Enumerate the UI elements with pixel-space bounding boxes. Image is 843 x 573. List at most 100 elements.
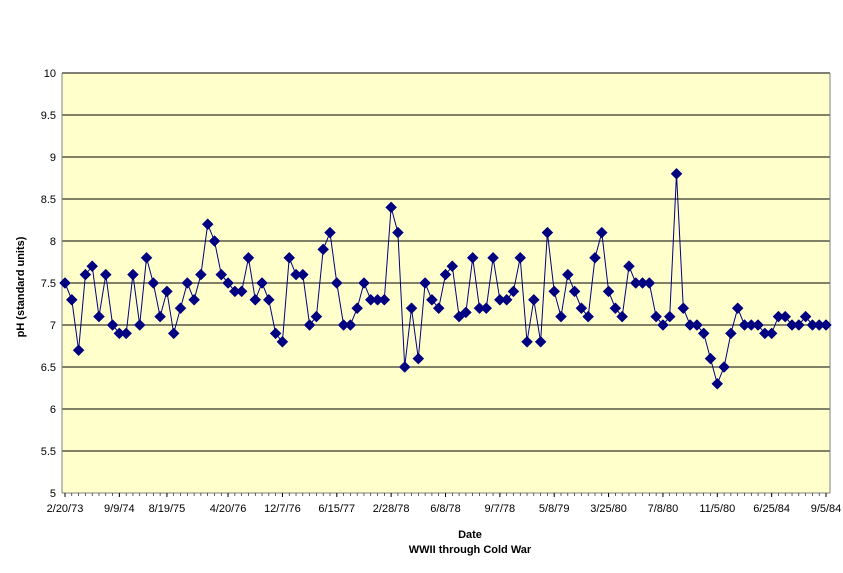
data-point-marker [86,260,99,273]
data-point-marker [79,268,92,281]
data-point-marker [779,310,792,323]
data-point-marker [262,293,275,306]
data-point-marker [256,277,268,289]
data-point-marker [167,327,180,340]
x-tick-label: 2/28/78 [373,503,410,515]
data-point-marker [181,277,194,289]
data-point-marker [324,226,336,239]
data-point-marker [310,310,323,323]
data-point-marker [752,319,764,331]
data-point-marker [106,319,119,331]
y-tick-label: 8 [50,236,56,248]
data-point-marker [480,302,493,315]
x-tick-label: 4/20/76 [210,503,247,515]
y-tick-label: 8.5 [41,194,56,206]
data-point-marker [731,302,744,315]
data-point-marker [303,319,316,331]
data-point-marker [534,335,547,348]
data-point-marker [59,277,71,289]
data-point-marker [222,277,234,289]
data-point-marker [120,327,133,340]
data-point-marker [650,310,662,323]
y-tick-label: 6.5 [41,362,56,374]
data-point-marker [643,277,656,289]
data-point-marker [602,285,615,298]
data-point-marker [385,201,397,214]
data-point-marker [765,327,778,340]
data-point-marker [623,260,635,273]
data-point-marker [575,302,588,315]
data-point-marker [663,310,676,323]
data-point-marker [432,302,445,315]
x-axis-tick-labels: 2/20/73 9/9/74 8/19/75 4/20/76 12/7/76 6/15/7… [47,503,842,515]
data-point-marker [527,293,540,306]
data-point-marker [269,327,282,340]
data-point-marker [283,251,296,264]
x-axis-title: Date [458,529,482,541]
data-point-marker [548,285,561,298]
y-tick-label: 9 [50,152,56,164]
data-point-marker [405,302,418,315]
data-point-marker [378,293,391,306]
x-tick-label: 3/25/80 [590,503,627,515]
data-point-marker [249,293,262,306]
data-point-marker [133,319,146,331]
data-point-marker [507,285,520,298]
data-point-marker [670,167,683,180]
x-tick-label: 9/9/74 [104,503,135,515]
data-point-marker [65,293,78,306]
x-tick-label: 6/15/77 [318,503,355,515]
data-point-marker [616,310,629,323]
data-point-marker [330,277,343,289]
data-point-marker [555,310,567,323]
data-point-marker [161,285,173,298]
data-point-marker [154,310,166,323]
x-tick-label: 2/20/73 [47,503,84,515]
data-point-marker [657,319,669,331]
data-point-marker [589,251,601,264]
data-point-marker [460,306,472,319]
x-axis-subtitle: WWII through Cold War [409,544,532,556]
x-tick-label: 8/19/75 [149,503,186,515]
data-point-marker [201,218,214,231]
data-point-marker [215,268,228,281]
data-point-marker [691,319,703,331]
data-point-marker [358,277,370,289]
data-point-marker [174,302,187,315]
data-point-marker [412,352,425,365]
data-point-marker [500,293,513,306]
data-point-marker [677,302,690,315]
data-point-marker [514,251,527,264]
data-point-marker [820,319,832,331]
data-point-marker [561,268,574,281]
y-tick-label: 10 [44,68,56,80]
data-point-marker [697,327,710,340]
data-point-marker [276,335,289,348]
data-point-marker [711,377,724,390]
data-point-marker [242,251,255,264]
x-tick-label: 6/25/84 [753,503,790,515]
y-axis-tick-labels: 5 5.5 6 6.5 7 7.5 8 8.5 9 9.5 10 [41,68,56,500]
data-point-marker [419,277,431,289]
data-point-marker [487,251,499,264]
x-tick-label: 12/7/76 [264,503,301,515]
data-point-marker [725,327,737,340]
y-tick-label: 7.5 [41,278,56,290]
x-tick-label: 7/8/80 [648,503,679,515]
data-point-marker [398,361,411,373]
data-point-marker [799,310,812,323]
data-point-marker [426,293,438,306]
x-tick-label: 11/5/80 [699,503,735,515]
data-point-marker [439,268,452,281]
data-point-marker [582,310,595,323]
gridlines [62,72,830,452]
data-point-marker [195,268,207,281]
y-tick-label: 9.5 [41,110,56,122]
data-point-marker [72,344,85,357]
data-point-marker [235,285,248,298]
data-point-marker [127,268,139,281]
series-markers [59,167,832,390]
data-point-marker [93,310,105,323]
data-point-marker [296,268,309,281]
